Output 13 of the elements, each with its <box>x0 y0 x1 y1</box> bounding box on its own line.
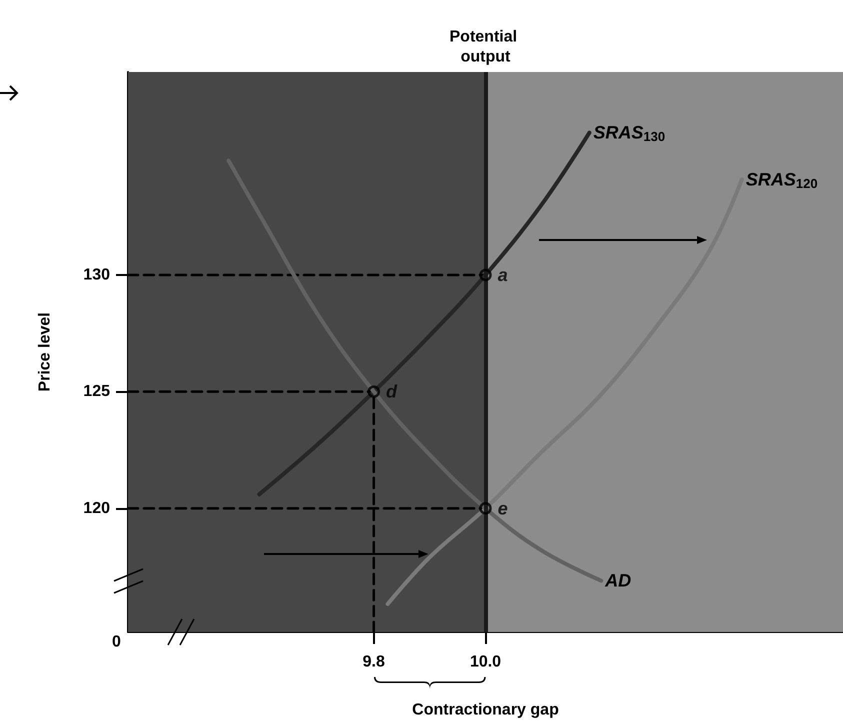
y-tick-label: 130 <box>83 266 110 284</box>
x-tick-label: 9.8 <box>362 654 385 670</box>
x-tick-label: 10.0 <box>470 654 502 670</box>
text: 0 <box>112 634 121 650</box>
data-label: d <box>386 382 398 402</box>
data-label: a <box>498 265 508 285</box>
y-tick-label: 125 <box>83 383 110 400</box>
x-axis-title: Contractionary gap <box>412 702 560 718</box>
y-axis-title: Price level <box>36 312 54 392</box>
data-label: e <box>498 498 508 518</box>
y-tick-label: 120 <box>83 500 110 517</box>
series-label: AD <box>604 570 632 591</box>
ref-line-label: Potential output <box>449 28 522 66</box>
